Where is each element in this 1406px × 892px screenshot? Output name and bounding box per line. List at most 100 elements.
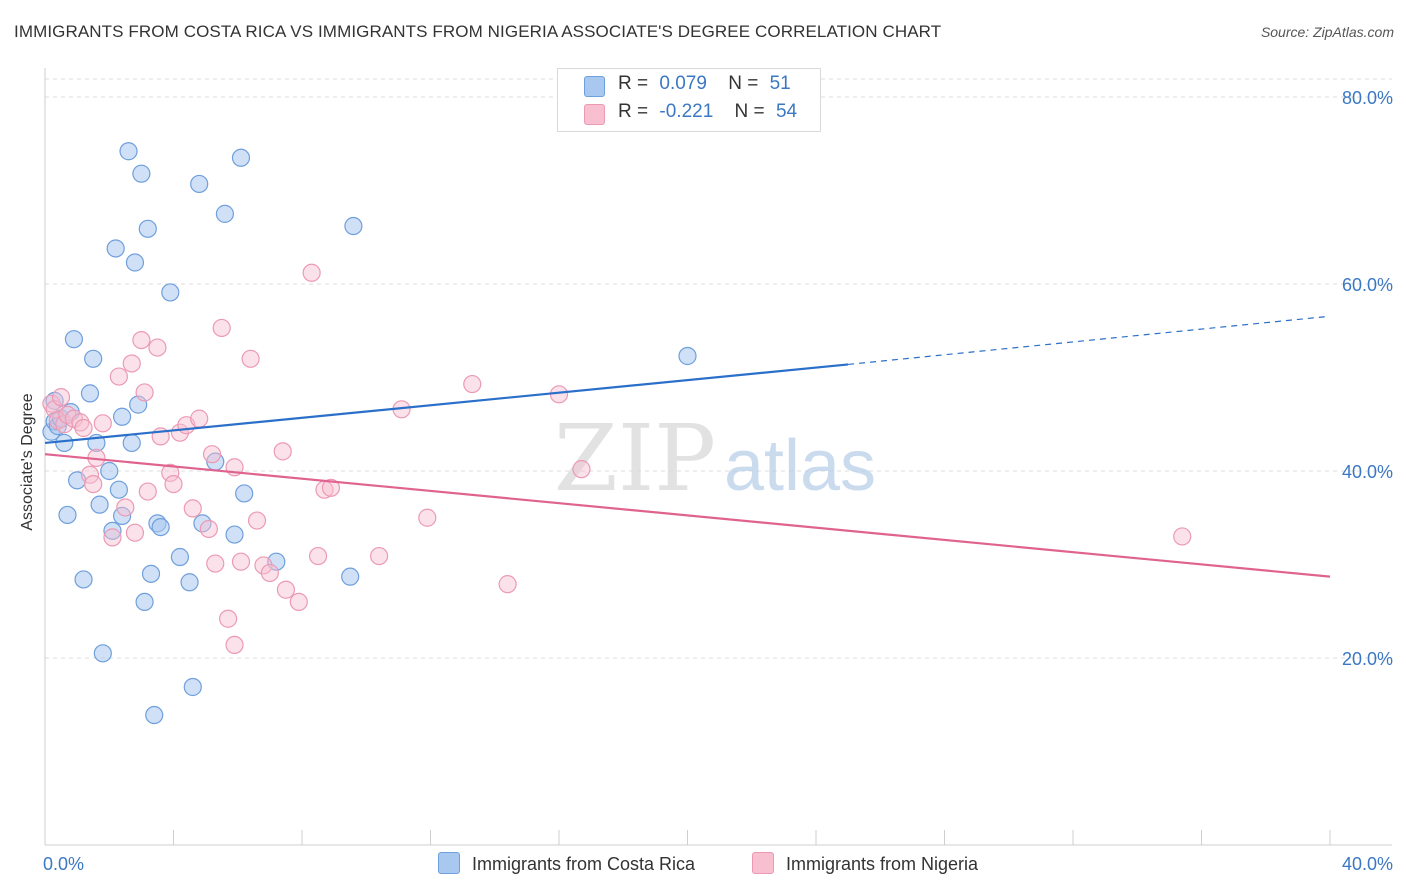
nigeria-point [219,609,238,628]
costa-rica-trendline-extension [848,316,1326,366]
costa-rica-point [109,480,128,499]
costa-rica-point [55,433,74,453]
costa-rica-point [141,564,161,583]
costa-rica-point [125,253,145,272]
legend-r-label: R = [618,101,649,122]
costa-rica-point [190,174,209,194]
costa-rica-point [138,219,157,238]
costa-rica-point [225,525,244,544]
costa-rica-point [170,547,190,567]
costa-rica-point [100,461,119,481]
nigeria-point [206,554,225,573]
y-tick-label: 40.0% [1342,462,1393,482]
nigeria-point [109,367,128,386]
costa-rica-swatch [584,76,605,97]
nigeria-point [241,349,260,368]
nigeria-point [370,546,389,566]
costa-rica-point [180,573,199,592]
nigeria-point [190,409,209,428]
nigeria-points [42,263,1192,655]
costa-rica-point [90,495,109,514]
nigeria-point [125,523,145,542]
costa-rica-point [106,239,125,258]
costa-rica-point [122,433,141,453]
watermark-zip: ZIP [554,405,716,512]
nigeria-point [1173,527,1192,546]
chart-title: IMMIGRANTS FROM COSTA RICA VS IMMIGRANTS… [14,22,942,41]
x-tick-label: 40.0% [1342,854,1393,874]
nigeria-point [122,354,141,373]
costa-rica-point [183,677,202,697]
axes [44,68,1392,846]
nigeria-swatch [584,104,605,125]
nigeria-point [302,263,321,282]
legend-r-value-nigeria: -0.221 [659,101,714,122]
watermark: ZIP atlas [554,405,876,512]
nigeria-point [231,552,251,571]
legend-n-label: N = [728,73,759,94]
costa-rica-point [74,570,93,589]
nigeria-point [247,511,267,530]
nigeria-point [135,383,154,402]
costa-rica-point [235,484,254,503]
legend-r-label: R = [618,73,649,94]
nigeria-point [93,414,112,433]
bottom-legend-nigeria: Immigrants from Nigeria [752,852,978,875]
costa-rica-point [132,164,151,183]
watermark-atlas: atlas [724,426,876,506]
nigeria-point [463,374,482,394]
nigeria-legend-swatch [752,852,774,874]
costa-rica-point [231,148,251,167]
costa-rica-point [341,567,360,586]
y-tick-label: 60.0% [1342,275,1393,295]
costa-rica-point [112,407,132,426]
nigeria-point [161,463,180,482]
costa-rica-point [151,517,170,537]
legend-r-value-costa-rica: 0.079 [659,73,707,94]
nigeria-point [254,556,273,575]
costa-rica-trendline [44,363,849,445]
costa-rica-legend-label: Immigrants from Costa Rica [472,854,696,874]
nigeria-trendline [44,453,1331,578]
nigeria-point [199,519,218,539]
bottom-legend-costa-rica: Immigrants from Costa Rica [438,852,695,875]
costa-rica-point [64,330,84,349]
legend-n-label: N = [734,101,765,122]
nigeria-point [572,460,591,479]
nigeria-point [225,635,244,655]
costa-rica-point [161,283,180,302]
nigeria-point [276,580,296,599]
costa-rica-point [80,384,100,403]
costa-rica-point [135,592,154,612]
nigeria-point [132,331,151,350]
y-tick-label: 20.0% [1342,649,1393,669]
nigeria-point [138,482,157,501]
tick-labels: 20.0% 40.0% 60.0% 80.0% 0.0% 40.0% [43,88,1393,874]
costa-rica-point [58,505,77,525]
nigeria-point [42,394,61,413]
nigeria-point [116,498,135,517]
nigeria-point [51,388,71,407]
x-tick-label: 0.0% [43,854,84,874]
legend-n-value-nigeria: 54 [775,101,798,122]
nigeria-legend-label: Immigrants from Nigeria [786,854,979,874]
costa-rica-point [145,705,164,725]
nigeria-point [498,575,517,594]
nigeria-point [321,478,341,497]
nigeria-point [148,338,167,357]
nigeria-point [289,592,308,612]
grid-lines [45,78,1392,659]
source-label: Source: ZipAtlas.com [1260,24,1394,40]
nigeria-point [418,508,437,527]
costa-rica-point [678,346,697,366]
nigeria-point [84,474,103,494]
nigeria-point [202,445,222,464]
costa-rica-point [103,521,122,540]
y-tick-label: 80.0% [1342,88,1393,108]
costa-rica-point [119,142,138,161]
trend-lines [44,316,1331,578]
nigeria-point [273,442,292,461]
costa-rica-point [215,204,234,223]
legend-n-value-costa-rica: 51 [769,73,791,94]
